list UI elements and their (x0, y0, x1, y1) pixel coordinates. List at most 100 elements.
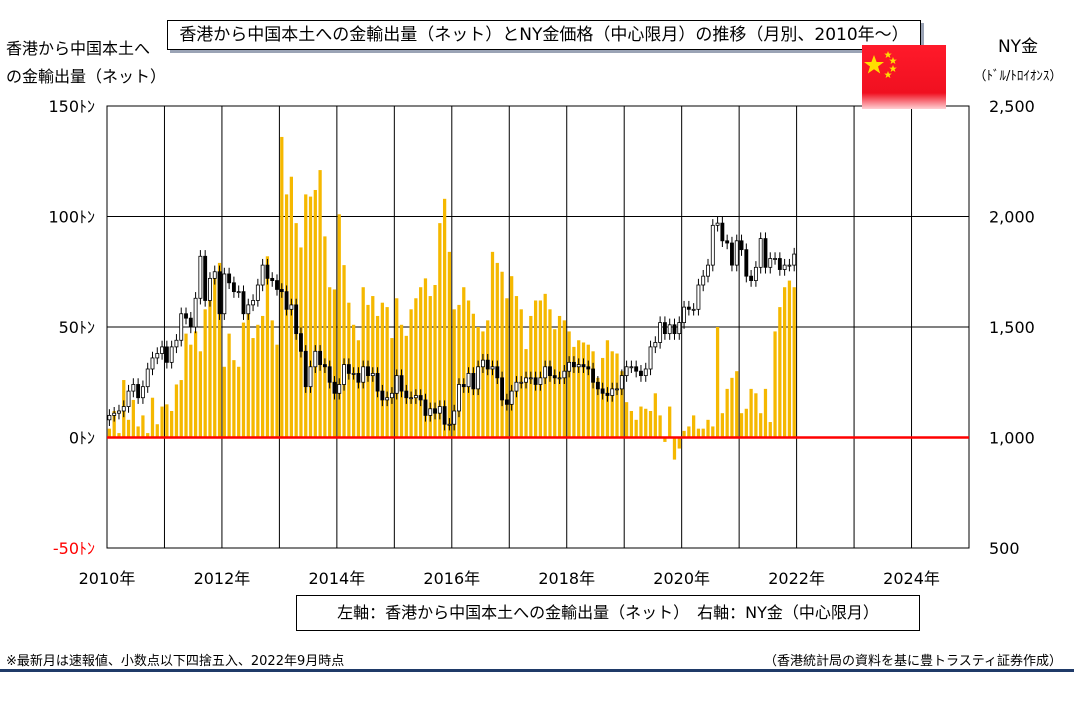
export-bar (490, 251, 495, 438)
gold-candle-body (600, 388, 605, 394)
export-bar (203, 309, 207, 438)
export-bar (533, 300, 538, 438)
export-bar (447, 251, 452, 438)
right-axis-title-main: NY金 (997, 37, 1039, 57)
export-bar (270, 320, 274, 438)
gold-candle-body (524, 377, 528, 383)
export-bar (581, 342, 586, 438)
export-bar (701, 428, 705, 438)
gold-candle-body (121, 406, 126, 412)
gold-candle-body (466, 373, 471, 388)
export-bar (222, 366, 226, 438)
export-bar (782, 287, 787, 438)
export-bar (462, 287, 466, 438)
gold-candle-body (653, 342, 658, 348)
gold-candle-body (131, 384, 136, 392)
gold-candle-body (217, 271, 222, 315)
gold-candle-body (471, 373, 476, 390)
export-bar (577, 340, 581, 438)
export-bar (644, 408, 648, 438)
export-bar (179, 380, 183, 438)
gold-candle-body (184, 313, 188, 319)
x-tick-label: 2018年 (538, 569, 595, 588)
gold-candle-body (413, 395, 418, 399)
export-bar (371, 296, 375, 438)
gold-candle-body (591, 368, 596, 383)
export-bar (759, 413, 763, 438)
export-bar (442, 198, 447, 438)
export-bar (778, 307, 782, 438)
gold-candle-body (514, 381, 519, 392)
export-bar (572, 346, 576, 438)
gold-candle-body (682, 306, 686, 323)
export-bar (615, 353, 619, 438)
gold-candle-body (442, 406, 447, 425)
gold-candle-body (308, 366, 313, 388)
export-bar (213, 273, 217, 438)
gold-candle-body (480, 359, 485, 368)
export-bar (591, 351, 595, 438)
gold-candle-body (188, 317, 193, 328)
gold-candle-body (155, 353, 160, 359)
gold-candle-body (337, 384, 342, 394)
export-bar (763, 388, 768, 438)
gold-candle-body (739, 240, 744, 251)
gold-candle-body (385, 397, 390, 401)
gold-candle-body (265, 264, 270, 279)
export-bar (567, 331, 571, 438)
right-axis-unit: （ﾄﾞﾙ/ﾄﾛｲｵﾝｽ） (973, 69, 1063, 84)
gold-candle-body (294, 304, 299, 335)
gold-candle-body (706, 264, 710, 277)
export-bar (658, 415, 662, 438)
export-bar (261, 315, 265, 438)
export-bar (237, 366, 241, 438)
export-bar (739, 413, 744, 438)
export-bar (663, 437, 667, 442)
left-tick-label: 50ﾄﾝ (59, 318, 95, 337)
export-bar (715, 327, 720, 438)
export-bar (653, 393, 657, 438)
gold-candle-body (117, 410, 121, 414)
export-bar (419, 287, 423, 438)
export-bar (730, 377, 734, 438)
gold-candle-body (370, 373, 375, 377)
gold-candle-body (140, 386, 145, 399)
gold-candle-body (720, 222, 725, 242)
gold-candle-body (485, 359, 490, 370)
x-tick-label: 2016年 (423, 569, 480, 588)
export-bar (423, 278, 428, 438)
export-bar (184, 333, 188, 438)
export-bar (452, 309, 456, 438)
export-bar (126, 419, 131, 438)
gold-candle-body (519, 381, 524, 384)
gold-candle-body (375, 373, 380, 392)
export-bar (174, 384, 179, 438)
gold-candle-body (404, 390, 409, 399)
gold-candle-body (662, 322, 667, 335)
export-bar (323, 236, 327, 438)
gold-candle-body (231, 282, 236, 293)
export-bar (332, 289, 337, 438)
gold-candle-body (567, 361, 572, 372)
export-bar (438, 223, 442, 438)
export-bar (208, 300, 212, 438)
gold-candle-body (457, 384, 461, 412)
x-tick-label: 2020年 (653, 569, 710, 588)
gold-candle-body (710, 224, 715, 266)
gold-candle-body (691, 308, 696, 311)
china-flag-icon (862, 45, 946, 109)
export-bar (284, 194, 289, 438)
export-bar (275, 344, 279, 438)
export-bar (524, 349, 528, 438)
gold-candle-body (418, 395, 423, 401)
gold-candle-body (586, 366, 591, 370)
left-tick-label: 0ﾄﾝ (69, 429, 95, 448)
gold-candle-body (500, 377, 505, 401)
left-tick-label: 100ﾄﾝ (48, 208, 95, 227)
export-bar (682, 430, 686, 438)
export-bar (672, 437, 677, 460)
export-bar (141, 415, 145, 438)
gold-candle-body (667, 324, 672, 335)
export-bar (720, 413, 725, 438)
